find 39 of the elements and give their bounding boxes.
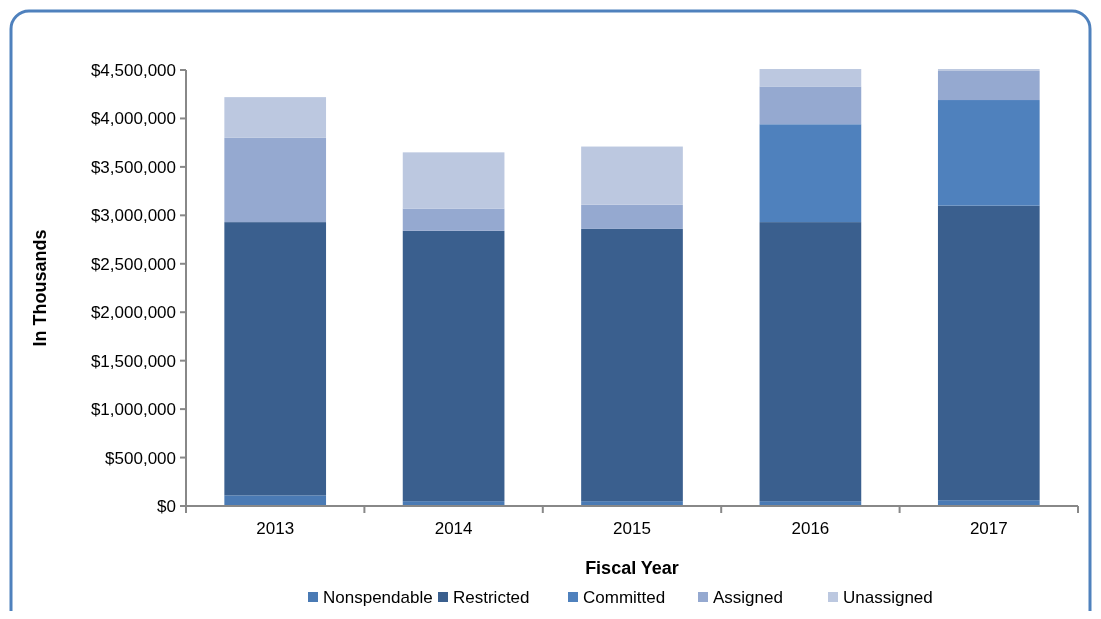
bar [224,222,327,496]
x-tick-label: 2016 [791,519,830,538]
bar [937,205,1040,501]
y-tick-label: $500,000 [105,448,176,468]
x-tick-label: 2015 [613,519,651,538]
x-axis-title: Fiscal Year [585,558,679,578]
bar [402,208,505,231]
bar [581,204,683,229]
y-tick-label: $0 [157,496,176,516]
bar [759,86,862,125]
bar [581,146,683,205]
x-tick-label: 2014 [434,519,473,538]
x-tick-label: 2013 [256,519,295,538]
y-tick-label: $1,000,000 [90,400,176,420]
legend-label: Nonspendable [323,587,433,607]
y-tick-label: $1,500,000 [90,351,176,371]
bar [759,124,862,223]
legend-label: Committed [583,587,666,607]
y-tick-label: $2,500,000 [90,254,176,274]
y-tick-label: $4,000,000 [90,109,176,129]
legend-label: Assigned [713,587,783,607]
bar [581,228,683,502]
bar [224,97,327,138]
bar [937,100,1040,206]
bar [402,152,505,209]
bar [402,230,505,502]
legend-label: Unassigned [843,587,933,607]
bar [224,137,327,223]
bar [937,70,1040,101]
y-tick-label: $3,500,000 [90,157,176,177]
x-tick-label: 2017 [969,519,1008,538]
bar [759,222,862,502]
y-tick-label: $4,500,000 [90,60,176,80]
bar [759,69,862,87]
y-tick-label: $2,000,000 [90,303,176,323]
y-tick-label: $3,000,000 [90,206,176,226]
legend-label: Restricted [453,587,530,607]
bar [224,495,327,506]
y-axis-title: In Thousands [30,229,50,347]
